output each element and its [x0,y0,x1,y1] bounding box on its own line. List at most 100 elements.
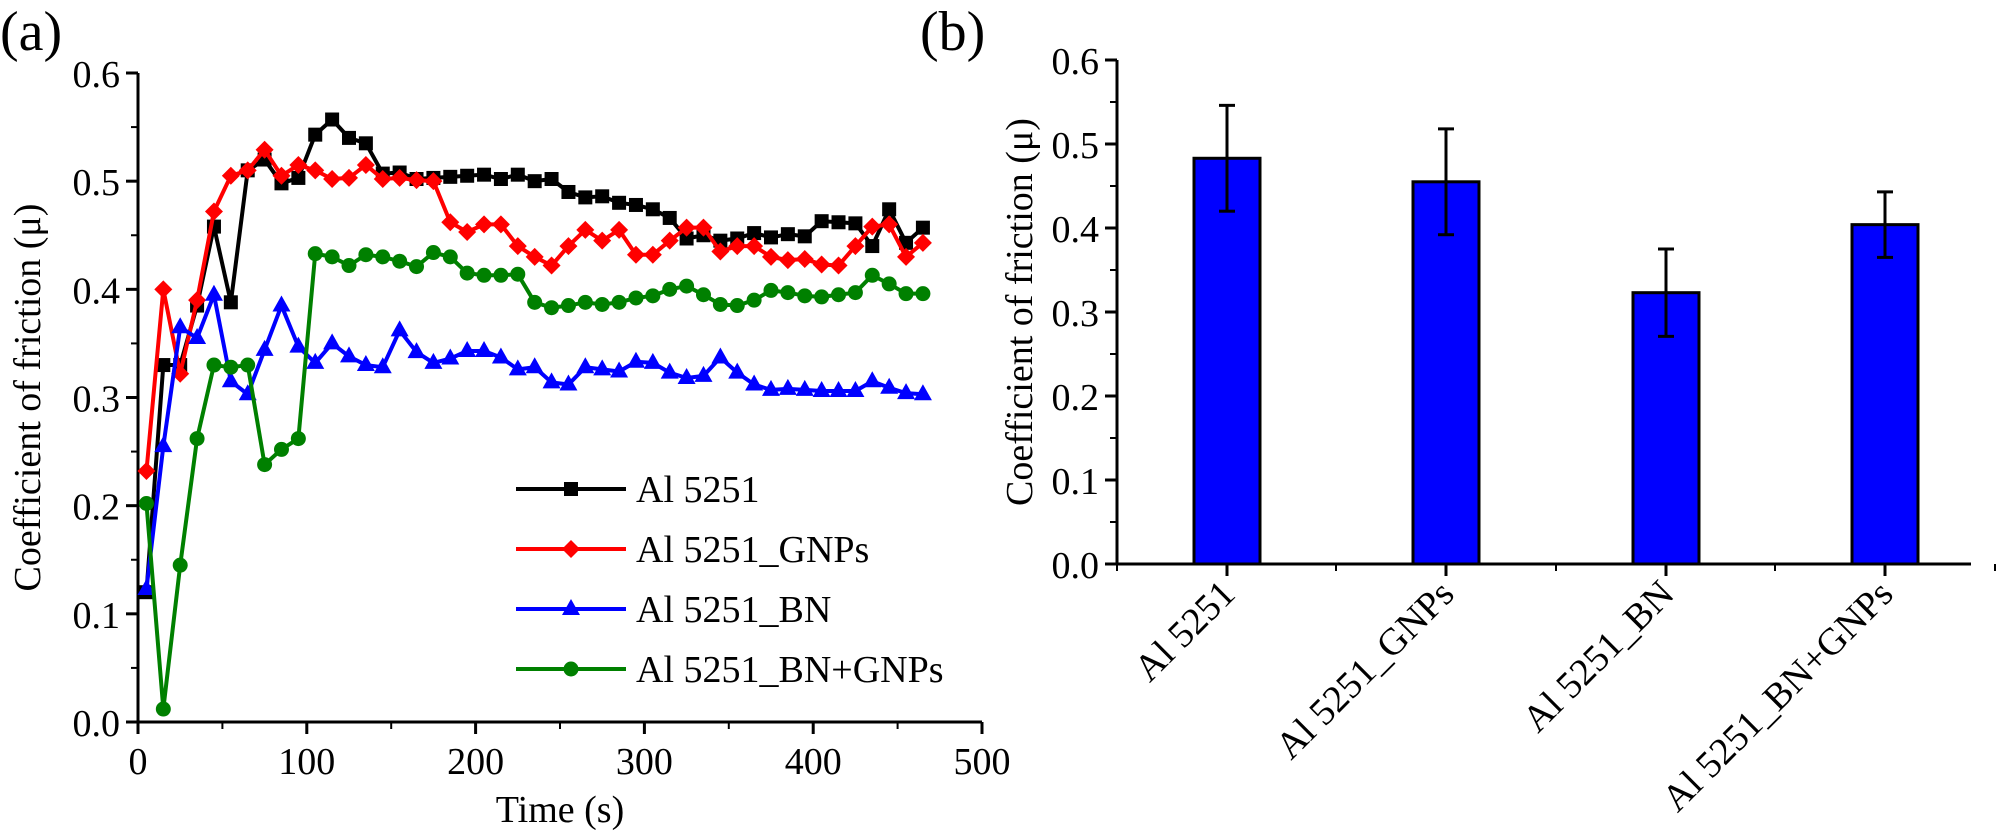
data-point [525,357,544,374]
data-point [610,361,629,378]
data-point [272,295,291,312]
y-tick-label: 0.5 [73,162,121,204]
data-point [290,431,306,447]
x-tick-label: 200 [447,741,504,783]
legend-marker [563,661,579,677]
data-point [291,170,306,185]
data-point [780,285,796,301]
data-point [660,231,679,250]
data-point [459,265,475,281]
data-point [289,336,308,353]
y-tick-label: 0.1 [1052,461,1100,503]
data-point [795,379,814,396]
data-point [491,215,510,234]
data-point [307,246,323,262]
data-point [864,267,880,283]
data-point [863,371,882,388]
data-point [223,359,239,375]
data-point [677,218,696,237]
y-tick-label: 0.4 [1052,209,1100,251]
data-point [662,281,678,297]
y-tick-label: 0.2 [73,487,121,529]
data-point [729,298,745,314]
y-tick-label: 0.3 [73,379,121,421]
data-point [677,368,696,385]
data-point [255,339,274,356]
data-point [610,220,629,239]
x-tick-label: 500 [954,741,1011,783]
data-point [325,112,340,127]
data-point [831,287,847,303]
data-point [189,431,205,447]
data-point [593,359,612,376]
legend: Al 5251 Al 5251_GNPs Al 5251_BN Al 5251_BN+… [516,469,944,691]
panel-label-a: (a) [0,1,62,63]
legend-label: Al 5251_BN [636,589,831,631]
data-point [831,215,846,230]
bar [1850,223,1920,566]
data-point [745,374,764,391]
series-al-5251-gnps [137,140,932,481]
data-point [913,233,932,252]
data-point [424,172,443,191]
data-point [679,278,695,294]
data-point [578,190,593,205]
data-point [356,355,375,372]
data-point [171,317,190,334]
data-point [221,371,240,388]
data-point [510,167,525,182]
y-axis-label: Coefficient of friction (μ) [7,204,49,592]
data-point [308,127,323,142]
data-point [188,328,207,345]
data-point [576,357,595,374]
data-point [273,441,289,457]
data-point [356,155,375,174]
data-point [443,169,458,184]
data-point [407,171,426,190]
data-point [594,296,610,312]
data-point [508,237,527,256]
data-point [865,239,880,254]
data-point [544,300,560,316]
legend-marker [564,482,578,496]
data-point [745,237,764,256]
data-point [206,357,222,373]
y-tick-label: 0.0 [1052,545,1100,587]
data-point [762,379,780,396]
data-point [881,276,897,292]
data-point [491,347,510,364]
x-axis-label: Time (s) [496,789,624,831]
data-point [425,245,441,261]
data-point [306,161,325,180]
data-point [373,357,392,374]
panel-label-b: (b) [920,1,985,63]
data-point [846,237,865,256]
data-point [560,298,576,314]
data-point [628,197,643,212]
data-point [475,215,494,234]
x-tick-label: 300 [616,741,673,783]
series-al-5251-bn-gnps [138,245,931,717]
data-point [137,462,156,481]
data-point [814,289,830,305]
data-point [375,249,391,265]
data-point [390,168,409,187]
data-point [812,381,831,398]
data-point [643,352,662,369]
data-point [424,352,443,369]
panel-b: (b) 0.0 0.1 0.2 0.3 0.4 0.5 0.6 Coefficient of f… [920,1,1996,820]
data-point [373,170,392,189]
data-point [559,237,578,256]
data-point [662,210,677,225]
data-point [390,320,409,337]
data-point [441,348,460,365]
y-tick-label: 0.4 [73,270,121,312]
y-tick-label: 0.6 [73,54,121,96]
x-tick-label: 400 [785,741,842,783]
data-point [797,229,812,244]
x-tick-label: 100 [278,741,335,783]
data-point [204,202,223,221]
data-point [392,253,408,269]
data-point [795,250,814,269]
data-point [880,377,899,394]
